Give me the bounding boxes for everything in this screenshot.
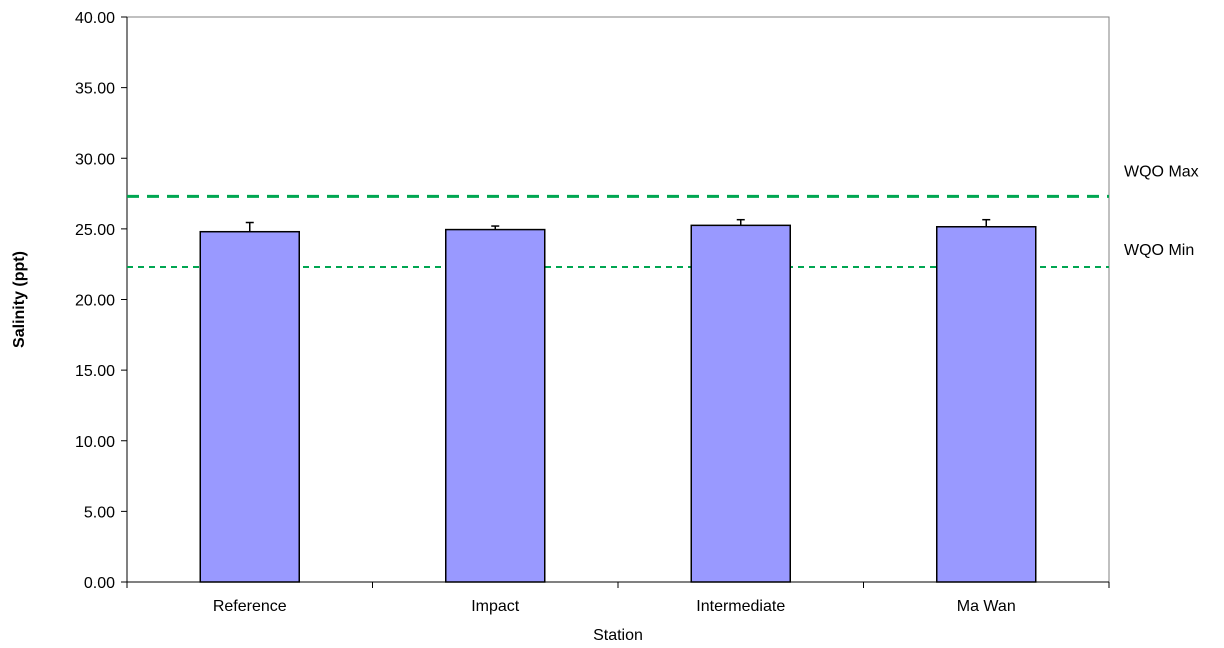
x-axis-title: Station xyxy=(593,627,643,644)
y-tick-label: 25.00 xyxy=(75,222,115,239)
y-tick-label: 30.00 xyxy=(75,151,115,168)
bar-impact xyxy=(445,228,546,583)
reference-label-wqo-min: WQO Min xyxy=(1124,242,1194,259)
y-tick-label: 10.00 xyxy=(75,434,115,451)
y-axis-title: Salinity (ppt) xyxy=(11,251,28,348)
bar-ma-wan xyxy=(936,226,1037,583)
y-tick-label: 0.00 xyxy=(84,575,115,592)
bar-reference xyxy=(199,230,300,583)
y-tick-label: 35.00 xyxy=(75,81,115,98)
reference-label-wqo-max: WQO Max xyxy=(1124,163,1199,180)
x-tick-label: Intermediate xyxy=(696,598,785,615)
y-tick-label: 20.00 xyxy=(75,293,115,310)
bar-intermediate xyxy=(690,224,791,583)
x-tick-label: Impact xyxy=(471,598,520,615)
y-tick-label: 5.00 xyxy=(84,504,115,521)
y-tick-label: 15.00 xyxy=(75,363,115,380)
x-tick-label: Ma Wan xyxy=(957,598,1016,615)
y-tick-label: 40.00 xyxy=(75,10,115,27)
x-tick-label: Reference xyxy=(213,598,287,615)
